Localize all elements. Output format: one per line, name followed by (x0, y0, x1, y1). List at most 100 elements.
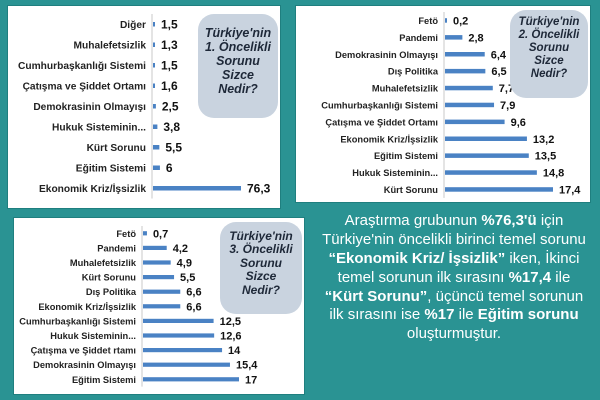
value-label: 6,6 (186, 301, 201, 313)
category-label: Muhalefetsizlik (70, 258, 137, 268)
chart-1-svg: Diğer 1,5 Muhalefetsizlik 1,3 Cumhurbaşkanlı… (18, 14, 271, 199)
category-label: Dış Politika (388, 67, 439, 77)
summary-part: ile (551, 268, 571, 286)
value-label: 17,4 (559, 184, 581, 196)
value-label: 6,4 (491, 49, 507, 61)
summary-highlight: %17,4 (508, 268, 552, 286)
category-label: Demokrasinin Olmayışı (33, 102, 146, 113)
category-label: Hukuk Sisteminin... (52, 122, 146, 133)
category-label: Çatışma ve Şiddet Ortamı (23, 81, 147, 92)
bar (445, 170, 537, 175)
value-label: 2,8 (468, 32, 483, 44)
summary-highlight: “Ekonomik Kriz/ İşsizlik” (328, 249, 506, 267)
value-label: 5,5 (180, 272, 195, 284)
category-label: Cumhurbaşkanlığı Sistemi (19, 316, 136, 326)
category-label: Diğer (120, 20, 146, 31)
bar (445, 18, 447, 23)
chart-panel-3: Fetö 0,7 Pandemi 4,2 Muhalefetsizlik 4,9 Kürt … (14, 218, 304, 394)
bar (143, 377, 239, 382)
bar (153, 83, 155, 88)
category-label: Dış Politika (86, 287, 137, 297)
bar (445, 52, 485, 57)
bar (445, 102, 495, 108)
value-label: 1,6 (161, 79, 178, 93)
chart-1-title-bubble: Türkiye'nin 1. Öncelikli Sorunu Sizce Ne… (198, 14, 278, 118)
bar (143, 245, 167, 250)
value-label: 6,6 (186, 287, 201, 299)
value-label: 17 (245, 374, 257, 386)
bar (445, 68, 486, 74)
bar (153, 145, 160, 150)
value-label: 6 (166, 161, 173, 175)
bar (153, 42, 155, 47)
bar (445, 136, 527, 141)
category-label: Pandemi (399, 33, 438, 43)
value-label: 14 (228, 345, 241, 357)
value-label: 7,9 (500, 100, 515, 112)
summary-text: Araştırma grubunun %76,3'ü için Türkiye'… (318, 212, 590, 396)
bar (143, 304, 181, 309)
category-label: Fetö (116, 229, 136, 239)
category-label: Muhalefetsizlik (372, 84, 439, 94)
category-label: Muhalefetsizlik (74, 40, 147, 51)
chart-2-title-bubble: Türkiye'nin 2. Öncelikli Sorunu Sizce Ne… (510, 10, 588, 98)
chart-2-svg: Fetö 0,2 Pandemi 2,8 Demokrasinin Olmayışı 6,… (321, 12, 581, 198)
summary-part: için Türkiye'nin öncelikli birinci temel… (322, 212, 586, 248)
category-label: Eğitim Sistemi (72, 375, 136, 385)
category-label: Kürt Sorunu (82, 273, 137, 283)
chart-3-svg: Fetö 0,7 Pandemi 4,2 Muhalefetsizlik 4,9 Kürt … (19, 226, 258, 387)
value-label: 0,7 (153, 228, 168, 240)
chart-panel-1: Diğer 1,5 Muhalefetsizlik 1,3 Cumhurbaşkanlı… (8, 6, 280, 208)
summary-part: oluşturmuştur. (406, 325, 502, 343)
category-label: Cumhurbaşkanlığı Sistemi (321, 100, 438, 110)
bar (445, 153, 529, 158)
summary-part: ile (454, 306, 478, 324)
category-label: Ekonomik Kriz/İşsizlik (340, 134, 438, 144)
value-label: 1,5 (161, 17, 178, 31)
category-label: Kürt Sorunu (384, 185, 439, 195)
bar (143, 275, 175, 280)
category-label: Çatışma ve Şiddet Ortamı (325, 117, 438, 127)
value-label: 3,8 (163, 120, 180, 134)
category-label: Cumhurbaşkanlığı Sistemi (18, 61, 146, 72)
bar (153, 63, 155, 68)
value-label: 4,9 (177, 258, 192, 270)
value-label: 1,5 (161, 58, 178, 72)
category-label: Demokrasinin Olmayışı (33, 360, 136, 370)
value-label: 13,2 (533, 134, 554, 146)
chart-panel-2: Fetö 0,2 Pandemi 2,8 Demokrasinin Olmayışı 6,… (296, 6, 590, 202)
category-label: Eğitim Sistemi (76, 163, 146, 174)
summary-part: Araştırma grubunun (344, 212, 482, 229)
bar (143, 333, 215, 338)
bar (153, 104, 156, 109)
category-label: Hukuk Sisteminin... (50, 331, 136, 341)
summary-highlight: “Kürt Sorunu” (324, 287, 428, 305)
category-label: Ekonomik Kriz/İşsizlik (38, 302, 136, 312)
value-label: 6,5 (491, 66, 506, 78)
value-label: 1,3 (161, 38, 178, 52)
bar (143, 348, 223, 353)
bar (143, 289, 181, 294)
summary-part: , üçüncü temel sorunun ilk sırasını ise (329, 287, 584, 324)
value-label: 14,8 (543, 168, 564, 180)
value-label: 2,5 (162, 99, 179, 113)
bar (445, 187, 553, 192)
bar (143, 362, 230, 367)
bar (153, 124, 158, 129)
value-label: 76,3 (247, 181, 271, 195)
value-label: 9,6 (511, 117, 526, 129)
value-label: 4,2 (173, 243, 188, 255)
category-label: Eğitim Sistemi (374, 151, 438, 161)
category-label: Fetö (418, 16, 438, 26)
category-label: Pandemi (97, 243, 136, 253)
bar (153, 165, 160, 170)
bar (153, 22, 155, 27)
bar (143, 231, 147, 236)
bar (143, 260, 171, 265)
chart-3-title-bubble: Türkiye'nin 3. Öncelikli Sorunu Sizce Ne… (220, 222, 302, 314)
category-label: Hukuk Sisteminin... (352, 168, 438, 178)
bar (445, 35, 463, 40)
value-label: 13,5 (535, 151, 556, 163)
bar (143, 318, 214, 323)
bar (445, 119, 505, 125)
